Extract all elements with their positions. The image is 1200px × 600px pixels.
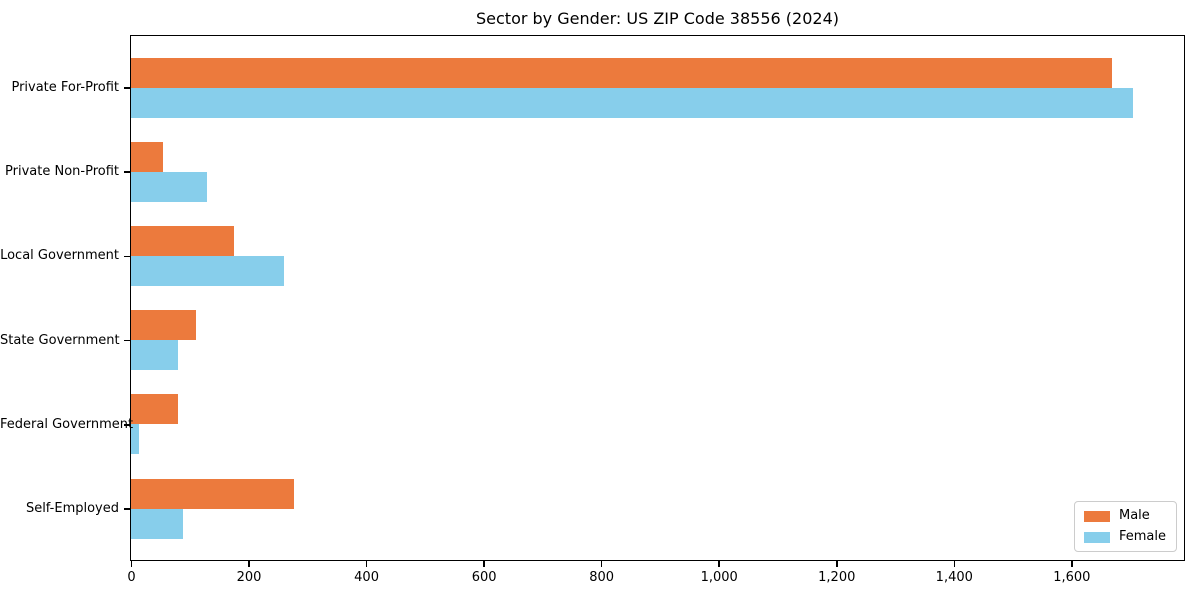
bar-male-private-non-profit <box>131 141 164 172</box>
x-axis-label-600: 600 <box>471 570 497 585</box>
x-axis-label-1-400: 1,400 <box>935 570 973 585</box>
x-axis-label-400: 400 <box>354 570 379 585</box>
x-axis-label-1-000: 1,000 <box>700 570 738 585</box>
y-tick-mark <box>124 339 130 342</box>
legend: Male Female <box>1073 501 1177 552</box>
bar-female-state-government <box>131 340 179 371</box>
x-tick-mark <box>1071 561 1073 567</box>
y-tick-mark <box>124 424 130 426</box>
x-axis-label-1-600: 1,600 <box>1053 570 1091 585</box>
x-axis-label-0: 0 <box>127 570 136 585</box>
legend-swatch-female <box>1083 531 1110 543</box>
plot-area: Male Female <box>130 35 1185 561</box>
bar-male-state-government <box>131 310 196 341</box>
x-tick-mark <box>600 561 603 567</box>
bar-female-self-employed <box>131 508 183 539</box>
x-axis-label-200: 200 <box>236 570 262 585</box>
x-tick-mark <box>248 561 250 567</box>
x-tick-mark <box>130 561 133 567</box>
bar-male-private-for-profit <box>131 57 1113 88</box>
y-tick-mark <box>124 255 130 258</box>
x-tick-mark <box>836 561 838 567</box>
y-axis-label-local-government: Local Government <box>0 248 119 264</box>
y-axis-label-private-for-profit: Private For-Profit <box>11 80 119 95</box>
legend-label-female: Female <box>1118 529 1166 544</box>
y-axis-label-federal-government: Federal Government <box>0 416 134 432</box>
bar-female-private-for-profit <box>131 87 1134 118</box>
x-tick-mark <box>953 561 956 567</box>
x-tick-mark <box>365 561 368 567</box>
y-tick-mark <box>124 87 130 89</box>
y-axis-label-state-government: State Government <box>0 332 120 348</box>
bar-female-private-non-profit <box>131 171 208 202</box>
x-axis-label-800: 800 <box>589 570 615 585</box>
legend-label-male: Male <box>1118 508 1150 523</box>
bar-female-federal-government <box>131 424 139 455</box>
legend-swatch-male <box>1083 510 1110 522</box>
legend-entry-female: Female <box>1083 529 1166 544</box>
bar-male-federal-government <box>131 394 179 425</box>
y-axis-label-private-non-profit: Private Non-Profit <box>5 164 119 180</box>
x-tick-mark <box>483 561 485 567</box>
chart-title: Sector by Gender: US ZIP Code 38556 (202… <box>476 9 839 28</box>
x-tick-mark <box>718 561 720 567</box>
bar-female-local-government <box>131 255 284 286</box>
y-tick-mark <box>124 171 130 173</box>
bar-male-local-government <box>131 225 234 256</box>
legend-entry-male: Male <box>1083 508 1166 523</box>
y-tick-mark <box>124 508 130 510</box>
x-axis-label-1-200: 1,200 <box>818 570 856 585</box>
bar-male-self-employed <box>131 478 295 509</box>
y-axis-label-self-employed: Self-Employed <box>25 501 119 516</box>
